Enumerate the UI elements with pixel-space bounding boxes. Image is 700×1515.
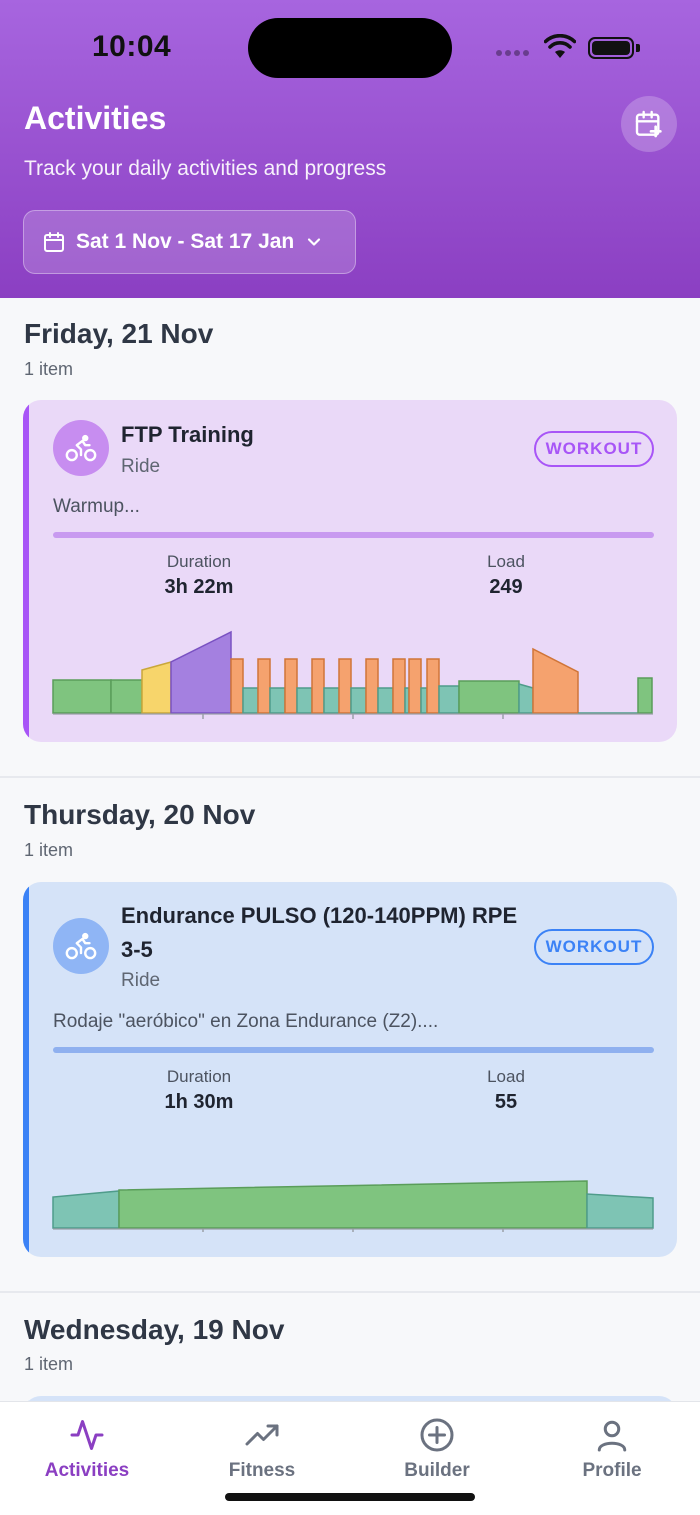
day-item-count: 1 item [24, 840, 74, 860]
card-accent-bar [23, 882, 29, 1257]
header: 10:04 Activities Track your daily activi… [0, 0, 700, 298]
load-label: Load [487, 552, 525, 571]
home-indicator [225, 1493, 475, 1501]
signal-icon [496, 50, 529, 56]
activity-card[interactable]: FTP Training Ride WORKOUT Warmup... Dura… [23, 400, 677, 742]
workout-badge: WORKOUT [534, 431, 654, 467]
day-heading: Thursday, 20 Nov [24, 799, 256, 830]
load-value: 249 [489, 576, 523, 598]
day-item-count: 1 item [24, 359, 74, 379]
activity-card[interactable]: Endurance PULSO (120-140PPM) RPE 3-5 Rid… [23, 882, 677, 1257]
date-range-selector[interactable]: Sat 1 Nov - Sat 17 Jan [23, 210, 356, 274]
duration-metric: Duration 3h 22m [99, 552, 299, 599]
calendar-icon [44, 232, 64, 252]
activity-description: Warmup... [53, 496, 140, 517]
load-metric: Load 55 [406, 1067, 606, 1114]
plus-circle-icon [420, 1418, 454, 1452]
bike-icon [53, 420, 109, 476]
duration-label: Duration [166, 1067, 232, 1086]
dynamic-island [248, 18, 452, 78]
trending-up-icon [245, 1424, 279, 1446]
tab-label: Profile [582, 1460, 642, 1481]
tab-fitness[interactable]: Fitness [192, 1416, 332, 1482]
card-accent-bar [23, 400, 29, 742]
wifi-icon [544, 34, 576, 58]
tab-activities[interactable]: Activities [17, 1416, 157, 1482]
workout-badge: WORKOUT [534, 929, 654, 965]
duration-metric: Duration 1h 30m [99, 1067, 299, 1114]
date-range-label: Sat 1 Nov - Sat 17 Jan [76, 230, 295, 253]
tab-label: Activities [44, 1460, 130, 1481]
section-divider [0, 776, 700, 778]
duration-label: Duration [166, 552, 232, 571]
activity-description: Rodaje "aeróbico" en Zona Endurance (Z2)… [53, 1011, 439, 1032]
tab-label: Fitness [228, 1460, 296, 1481]
load-metric: Load 249 [406, 552, 606, 599]
battery-icon [588, 37, 634, 59]
activity-name: FTP Training [121, 422, 254, 447]
page-subtitle: Track your daily activities and progress [24, 157, 387, 180]
activity-type: Ride [121, 456, 161, 477]
user-icon [597, 1420, 627, 1452]
load-label: Load [487, 1067, 525, 1086]
status-time: 10:04 [92, 30, 172, 63]
day-item-count: 1 item [24, 1354, 74, 1374]
section-divider [0, 1291, 700, 1293]
status-icons [496, 34, 646, 60]
workout-interval-chart [52, 630, 653, 719]
progress-bar [53, 532, 654, 538]
page-title: Activities [24, 100, 167, 136]
load-value: 55 [494, 1091, 518, 1113]
duration-value: 3h 22m [164, 576, 234, 598]
chevron-down-icon [308, 238, 321, 246]
activity-type: Ride [121, 970, 161, 991]
progress-bar [53, 1047, 654, 1053]
activity-pulse-icon [70, 1420, 104, 1450]
tab-label: Builder [404, 1460, 470, 1481]
add-to-calendar-button[interactable] [621, 96, 677, 152]
tab-builder[interactable]: Builder [367, 1416, 507, 1482]
bike-icon [53, 918, 109, 974]
activity-name: Endurance PULSO (120-140PPM) RPE 3-5 [121, 903, 518, 962]
day-heading: Wednesday, 19 Nov [24, 1314, 285, 1345]
day-heading: Friday, 21 Nov [24, 318, 214, 349]
calendar-plus-icon [635, 110, 662, 138]
duration-value: 1h 30m [164, 1091, 234, 1113]
workout-interval-chart [52, 1180, 654, 1232]
tab-profile[interactable]: Profile [542, 1416, 682, 1482]
